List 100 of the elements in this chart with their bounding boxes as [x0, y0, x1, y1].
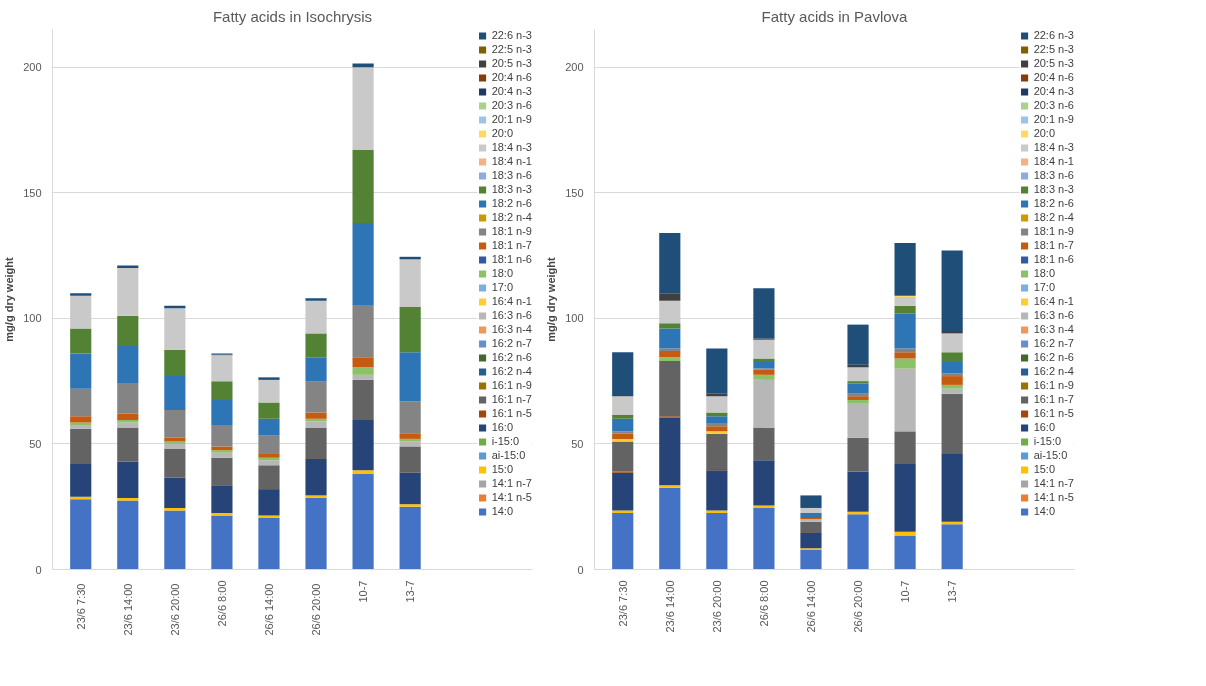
- legend-label: 18:3 n-6: [491, 169, 532, 181]
- legend-label: 16:0: [491, 421, 514, 433]
- y-tick-label: 200: [565, 61, 584, 74]
- legend-label: 16:3 n-6: [1033, 309, 1074, 321]
- legend-label: 18:0: [1033, 267, 1056, 279]
- y-tick-label: 150: [23, 186, 42, 199]
- legend-label: 14:1 n-5: [1033, 491, 1074, 503]
- legend-label: 18:3 n-6: [1033, 169, 1074, 181]
- y-tick-label: 0: [35, 563, 42, 576]
- legend-label: 18:3 n-3: [1033, 183, 1074, 195]
- x-tick-label: 26/6 14:00: [804, 580, 817, 633]
- legend-label: 16:3 n-6: [491, 309, 532, 321]
- legend-label: 16:3 n-4: [491, 323, 532, 335]
- legend-label: i-15:0: [1033, 435, 1062, 447]
- legend-label: 22:6 n-3: [491, 29, 532, 41]
- legend-label: 18:3 n-3: [491, 183, 532, 195]
- y-tick-label: 100: [23, 312, 42, 325]
- y-tick-label: 150: [565, 186, 584, 199]
- legend-label: 16:2 n-7: [1033, 337, 1074, 349]
- legend-label: 20:4 n-6: [1033, 71, 1074, 83]
- y-tick-label: 50: [571, 437, 584, 450]
- y-tick-label: 200: [23, 61, 42, 74]
- legend-label: 14:0: [491, 505, 514, 517]
- legend-label: 18:1 n-7: [491, 239, 532, 251]
- legend-label: 20:5 n-3: [491, 57, 532, 69]
- legend-label: 20:4 n-3: [491, 85, 532, 97]
- x-tick-label: 23/6 7:30: [74, 583, 87, 630]
- legend-label: 16:1 n-5: [1033, 407, 1074, 419]
- legend-label: 14:0: [1033, 505, 1056, 517]
- legend-label: 15:0: [491, 463, 514, 475]
- legend-label: 14:1 n-7: [491, 477, 532, 489]
- chart-title: Fatty acids in Isochrysis: [212, 7, 373, 25]
- legend-label: 16:1 n-7: [1033, 393, 1074, 405]
- chart-title: Fatty acids in Pavlova: [761, 7, 909, 25]
- x-tick-label: 26/6 20:00: [310, 583, 323, 636]
- x-tick-label: 26/6 8:00: [757, 580, 770, 627]
- legend-label: 15:0: [1033, 463, 1056, 475]
- legend-label: 18:4 n-1: [1033, 155, 1074, 167]
- legend-label: 16:1 n-5: [491, 407, 532, 419]
- y-axis-title: mg/g dry weight: [3, 256, 16, 342]
- legend-label: 18:2 n-4: [491, 211, 532, 223]
- x-tick-label: 10-7: [899, 580, 912, 603]
- y-tick-label: 50: [29, 437, 42, 450]
- legend-label: 20:0: [491, 127, 514, 139]
- x-tick-label: 13-7: [946, 580, 959, 603]
- legend-label: 22:6 n-3: [1033, 29, 1074, 41]
- legend-label: 18:1 n-9: [491, 225, 532, 237]
- x-tick-label: 23/6 20:00: [168, 583, 181, 636]
- x-tick-label: 23/6 14:00: [121, 583, 134, 636]
- legend-label: 17:0: [1033, 281, 1056, 293]
- x-tick-label: 23/6 20:00: [710, 580, 723, 633]
- x-tick-label: 23/6 7:30: [616, 580, 629, 627]
- x-tick-label: 26/6 8:00: [215, 580, 228, 627]
- x-tick-label: 23/6 14:00: [663, 580, 676, 633]
- legend-label: 18:1 n-6: [1033, 253, 1074, 265]
- legend-label: 20:4 n-3: [1033, 85, 1074, 97]
- legend-label: 16:2 n-4: [491, 365, 532, 377]
- legend-label: 16:1 n-9: [491, 379, 532, 391]
- legend-label: 16:2 n-7: [491, 337, 532, 349]
- legend-label: ai-15:0: [491, 449, 526, 461]
- legend-label: 14:1 n-7: [1033, 477, 1074, 489]
- legend-label: 20:3 n-6: [491, 99, 532, 111]
- legend-label: 16:2 n-6: [1033, 351, 1074, 363]
- x-tick-label: 26/6 20:00: [852, 580, 865, 633]
- legend-label: 16:2 n-4: [1033, 365, 1074, 377]
- x-tick-label: 10-7: [357, 580, 370, 603]
- legend-label: 18:2 n-4: [1033, 211, 1074, 223]
- legend-label: 16:2 n-6: [491, 351, 532, 363]
- y-axis-title: mg/g dry weight: [545, 256, 558, 342]
- legend-label: 20:5 n-3: [1033, 57, 1074, 69]
- legend-label: 18:1 n-6: [491, 253, 532, 265]
- legend-label: 18:0: [491, 267, 514, 279]
- legend-label: 20:1 n-9: [491, 113, 532, 125]
- legend-label: 22:5 n-3: [1033, 43, 1074, 55]
- legend-label: i-15:0: [491, 435, 520, 447]
- legend-label: 18:1 n-7: [1033, 239, 1074, 251]
- y-tick-label: 100: [565, 312, 584, 325]
- legend-label: 16:0: [1033, 421, 1056, 433]
- legend-label: 16:1 n-7: [491, 393, 532, 405]
- legend-label: 20:0: [1033, 127, 1056, 139]
- legend-label: 18:4 n-1: [491, 155, 532, 167]
- y-tick-label: 0: [577, 563, 584, 576]
- x-tick-label: 26/6 14:00: [262, 583, 275, 636]
- legend-label: 18:2 n-6: [491, 197, 532, 209]
- legend-label: 20:1 n-9: [1033, 113, 1074, 125]
- legend-label: 22:5 n-3: [491, 43, 532, 55]
- legend-label: 20:3 n-6: [1033, 99, 1074, 111]
- legend-label: 16:3 n-4: [1033, 323, 1074, 335]
- legend-label: 18:4 n-3: [1033, 141, 1074, 153]
- legend-label: 18:4 n-3: [491, 141, 532, 153]
- legend-label: 17:0: [491, 281, 514, 293]
- legend-label: 16:4 n-1: [1033, 295, 1074, 307]
- legend-label: 14:1 n-5: [491, 491, 532, 503]
- legend-label: 16:1 n-9: [1033, 379, 1074, 391]
- legend-label: 20:4 n-6: [491, 71, 532, 83]
- legend-label: ai-15:0: [1033, 449, 1068, 461]
- legend-label: 18:2 n-6: [1033, 197, 1074, 209]
- legend-label: 18:1 n-9: [1033, 225, 1074, 237]
- legend-label: 16:4 n-1: [491, 295, 532, 307]
- x-tick-label: 13-7: [404, 580, 417, 603]
